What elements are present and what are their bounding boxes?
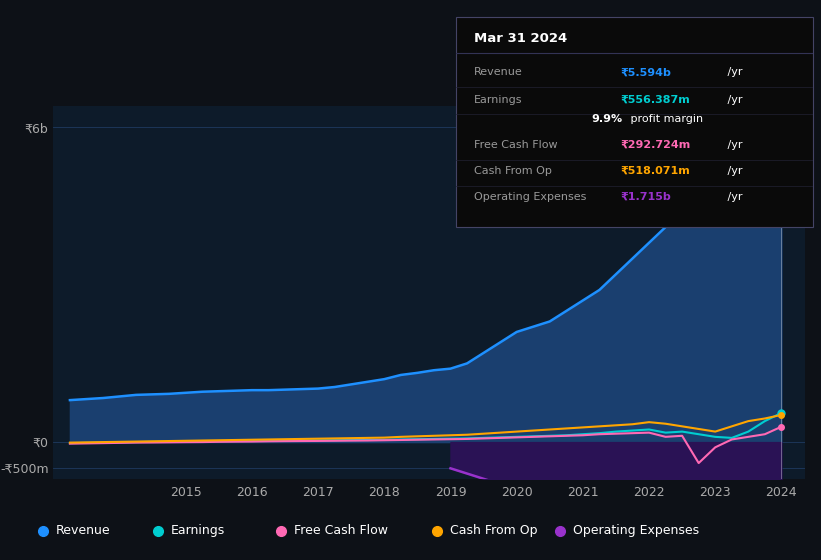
Text: /yr: /yr bbox=[723, 95, 742, 105]
Text: ₹518.071m: ₹518.071m bbox=[620, 166, 690, 176]
Text: Earnings: Earnings bbox=[171, 524, 225, 538]
Text: Earnings: Earnings bbox=[474, 95, 522, 105]
Text: Operating Expenses: Operating Expenses bbox=[474, 192, 586, 202]
Text: profit margin: profit margin bbox=[627, 114, 704, 124]
Text: ₹5.594b: ₹5.594b bbox=[620, 67, 671, 77]
Text: ₹292.724m: ₹292.724m bbox=[620, 139, 690, 150]
Text: Revenue: Revenue bbox=[474, 67, 522, 77]
Text: Free Cash Flow: Free Cash Flow bbox=[474, 139, 557, 150]
Text: ₹556.387m: ₹556.387m bbox=[620, 95, 690, 105]
FancyBboxPatch shape bbox=[456, 17, 813, 227]
Text: ₹1.715b: ₹1.715b bbox=[620, 192, 671, 202]
Text: Cash From Op: Cash From Op bbox=[450, 524, 538, 538]
Text: /yr: /yr bbox=[723, 192, 742, 202]
Text: Operating Expenses: Operating Expenses bbox=[573, 524, 699, 538]
Text: /yr: /yr bbox=[723, 139, 742, 150]
Text: Revenue: Revenue bbox=[56, 524, 111, 538]
Text: Mar 31 2024: Mar 31 2024 bbox=[474, 31, 566, 44]
Text: 9.9%: 9.9% bbox=[591, 114, 622, 124]
Text: /yr: /yr bbox=[723, 67, 742, 77]
Text: Free Cash Flow: Free Cash Flow bbox=[294, 524, 388, 538]
Text: Cash From Op: Cash From Op bbox=[474, 166, 552, 176]
Text: /yr: /yr bbox=[723, 166, 742, 176]
